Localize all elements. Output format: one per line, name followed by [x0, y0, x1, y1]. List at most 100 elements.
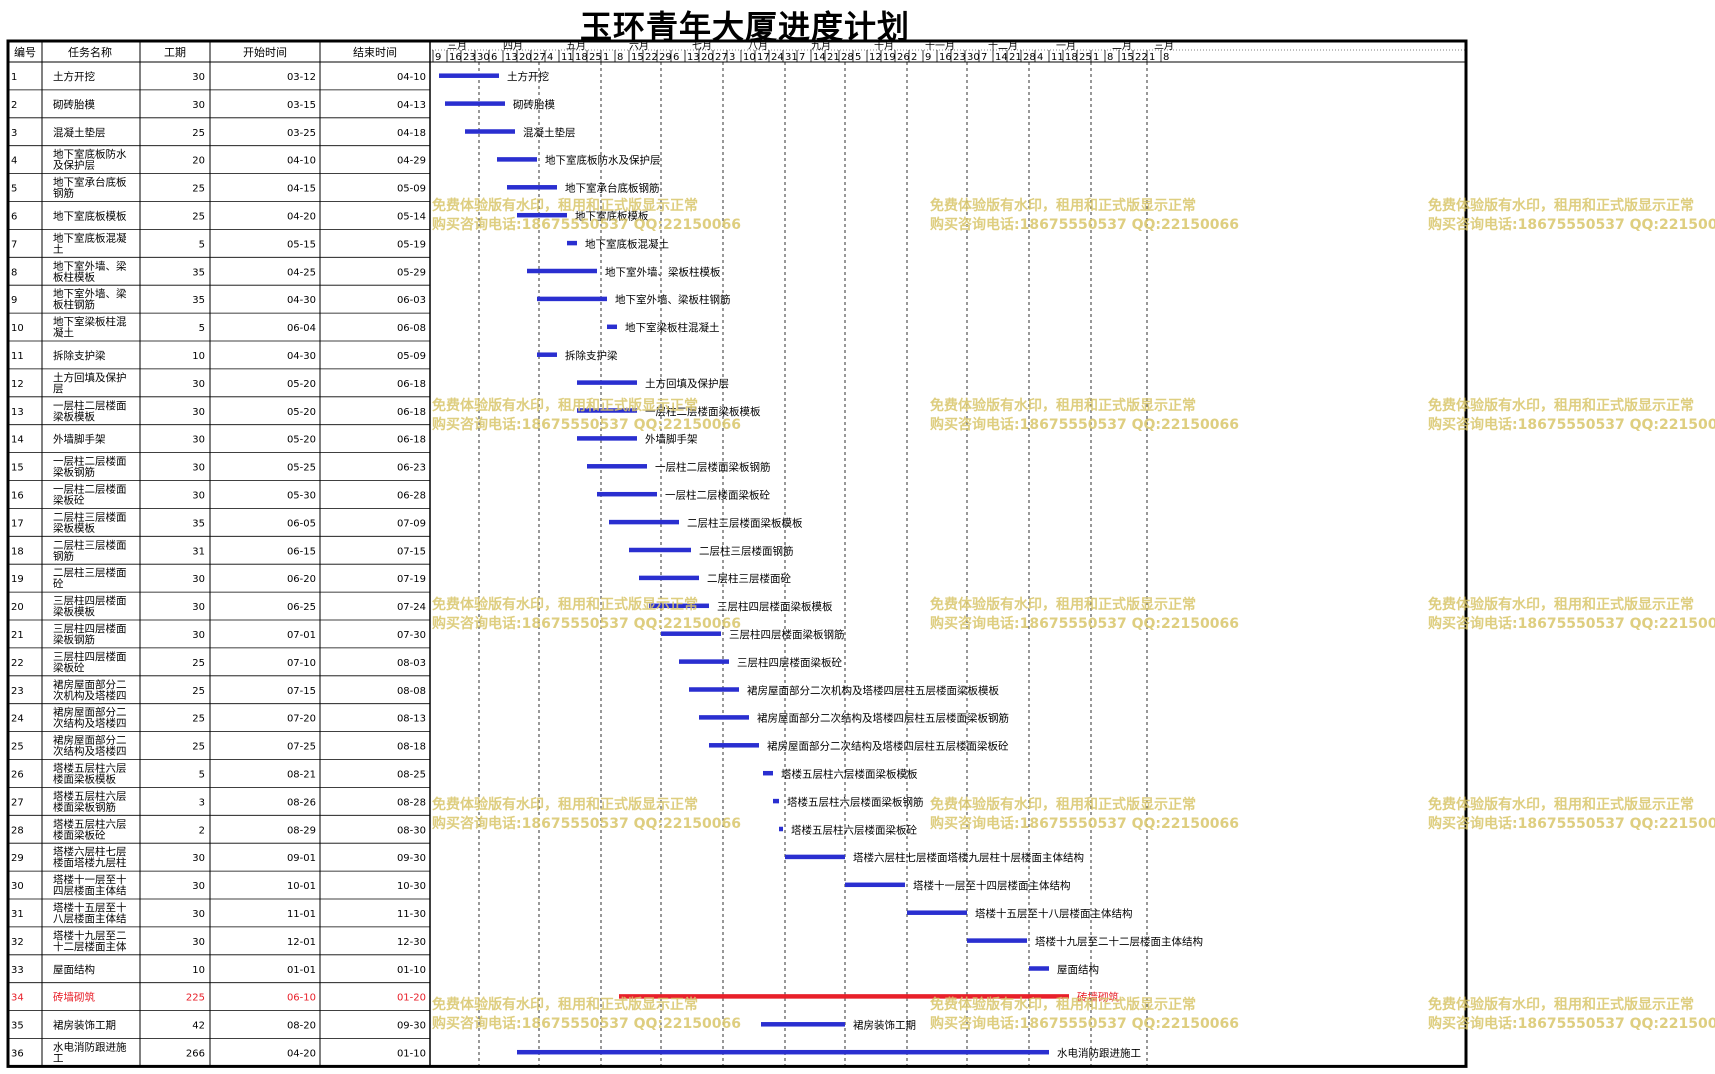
task-end: 01-10	[397, 1048, 426, 1059]
timeline-day-label: 30	[967, 52, 980, 63]
task-name: 层	[53, 383, 64, 395]
task-bar	[577, 436, 637, 441]
task-start: 06-25	[287, 602, 316, 613]
task-start: 07-20	[287, 714, 316, 725]
task-start: 04-10	[287, 156, 316, 167]
task-bar	[465, 129, 515, 134]
task-bar-label: 砖墙砌筑	[1077, 991, 1119, 1004]
task-name: 楼面梁板钢筋	[53, 800, 116, 813]
task-bar	[577, 408, 637, 413]
task-bar-label: 塔楼十五层至十八层楼面主体结构	[975, 907, 1133, 920]
task-bar-label: 屋面结构	[1057, 963, 1099, 976]
task-duration: 30	[192, 379, 205, 390]
task-duration: 42	[192, 1021, 205, 1032]
task-start: 08-21	[287, 769, 316, 780]
task-bar-label: 二层柱三层楼面砼	[707, 572, 791, 585]
task-bar	[445, 101, 505, 106]
task-id: 21	[11, 630, 24, 641]
task-name: 梁板砼	[53, 661, 85, 674]
task-end: 08-08	[397, 686, 426, 697]
task-duration: 25	[192, 686, 205, 697]
task-bar	[649, 603, 709, 609]
task-duration: 10	[192, 351, 205, 362]
task-bar-label: 塔楼五层柱六层楼面梁板模板	[781, 767, 918, 780]
task-bar	[639, 575, 699, 581]
task-name: 塔楼十一层至十	[53, 873, 127, 886]
task-id: 32	[11, 937, 24, 948]
task-duration: 225	[186, 993, 205, 1004]
task-bar	[439, 73, 499, 78]
task-name: 及保护层	[53, 159, 95, 172]
task-name: 一层柱二层楼面	[53, 455, 127, 468]
task-end: 08-13	[397, 714, 426, 725]
task-start: 07-10	[287, 658, 316, 669]
timeline-month-label: 一月	[1056, 40, 1076, 52]
task-name: 钢筋	[53, 549, 74, 562]
task-duration: 25	[192, 742, 205, 753]
task-duration: 30	[192, 630, 205, 641]
task-id: 7	[11, 239, 17, 250]
task-name: 砖墙砌筑	[53, 991, 95, 1004]
task-end: 07-24	[397, 602, 426, 613]
timeline-day-label: 10	[743, 52, 756, 63]
task-bar	[567, 240, 577, 246]
task-id: 30	[11, 881, 24, 892]
task-name: 地下室底板防水	[53, 148, 127, 161]
timeline-day-label: 13	[505, 52, 518, 63]
task-bar-label: 裙房屋面部分二次结构及塔楼四层柱五层楼面梁板砼	[767, 740, 1009, 753]
timeline-month-label: 五月	[566, 40, 586, 52]
timeline-day-label: 5	[855, 52, 861, 63]
column-header-5: 结束时间	[353, 46, 397, 59]
task-name: 楼面梁板模板	[53, 772, 116, 785]
task-start: 03-25	[287, 128, 316, 139]
task-bar	[527, 268, 597, 274]
task-id: 18	[11, 546, 24, 557]
task-start: 05-20	[287, 435, 316, 446]
task-start: 04-20	[287, 1048, 316, 1059]
task-bar-label: 地下室外墙、梁板柱模板	[605, 265, 721, 278]
task-name: 混凝土垫层	[53, 126, 106, 139]
timeline-day-label: 12	[869, 52, 882, 63]
timeline-day-label: 2	[911, 52, 917, 63]
task-name: 凝土	[53, 326, 74, 339]
timeline-day-label: 25	[1079, 52, 1092, 63]
timeline-day-label: 8	[1163, 52, 1169, 63]
task-name: 梁板砼	[53, 493, 85, 506]
task-name: 梁板钢筋	[53, 633, 95, 646]
column-header-2: 任务名称	[68, 45, 112, 59]
task-name: 塔楼五层柱六层	[53, 817, 127, 830]
task-bar	[609, 519, 679, 525]
task-duration: 3	[199, 797, 205, 808]
task-bar-label: 塔楼五层柱六层楼面梁板砼	[791, 823, 917, 836]
task-id: 13	[11, 407, 24, 418]
task-name: 地下室承台底板	[53, 176, 127, 189]
task-bar	[699, 715, 749, 720]
task-name: 二层柱三层楼面	[53, 538, 127, 551]
task-id: 10	[11, 323, 24, 334]
timeline-month-label: 十二月	[988, 39, 1018, 52]
task-name: 水电消防跟进施	[53, 1040, 127, 1053]
task-end: 08-28	[397, 797, 426, 808]
task-id: 22	[11, 658, 24, 669]
task-start: 12-01	[287, 937, 316, 948]
task-id: 29	[11, 853, 24, 864]
timeline-day-label: 1	[1093, 52, 1099, 63]
task-start: 04-20	[287, 211, 316, 222]
timeline-month-label: 十一月	[925, 39, 955, 52]
task-bar	[587, 464, 647, 469]
task-bar-label: 塔楼十九层至二十二层楼面主体结构	[1035, 935, 1203, 948]
timeline-month-label: 二月	[1112, 40, 1132, 52]
timeline-day-label: 19	[883, 52, 896, 63]
timeline-day-label: 31	[785, 52, 798, 63]
task-duration: 30	[192, 463, 205, 474]
task-id: 1	[11, 72, 17, 83]
task-name: 塔楼五层柱六层	[53, 789, 127, 802]
task-name: 土	[53, 242, 64, 255]
timeline-month-label: 九月	[811, 40, 831, 52]
task-end: 06-08	[397, 323, 426, 334]
task-start: 05-15	[287, 239, 316, 250]
timeline-day-label: 9	[435, 52, 441, 63]
task-duration: 25	[192, 128, 205, 139]
task-start: 04-30	[287, 351, 316, 362]
task-duration: 35	[192, 267, 205, 278]
